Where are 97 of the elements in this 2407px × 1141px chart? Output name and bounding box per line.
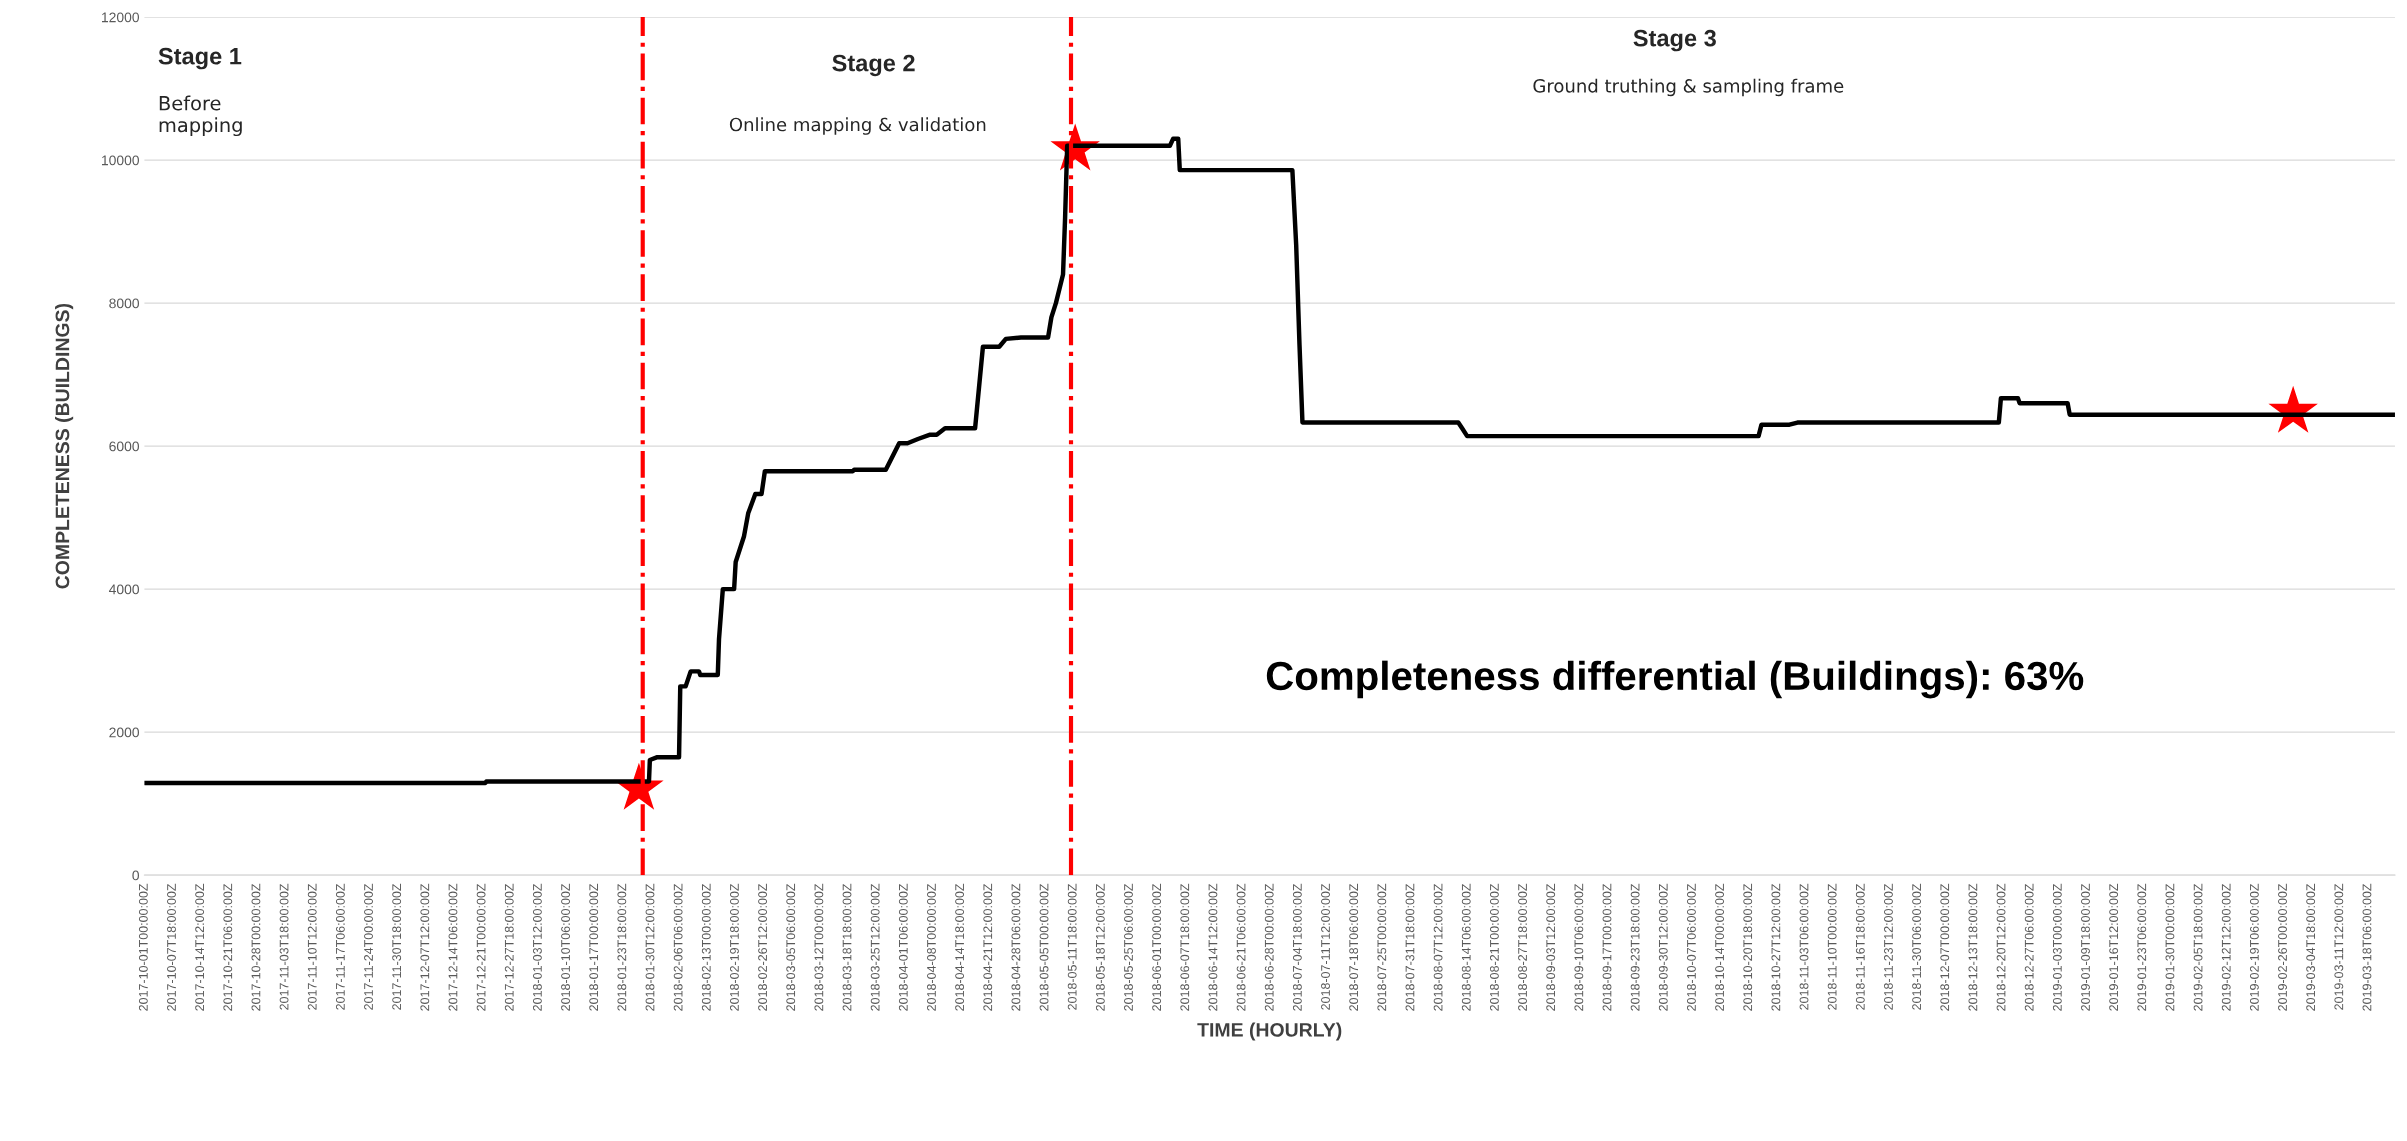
x-tick-label: 2018-05-11T18:00:00Z — [1067, 883, 1077, 1010]
x-tick-label: 2018-03-12T00:00:00Z — [814, 883, 824, 1011]
x-tick-label: 2017-12-21T00:00:00Z — [476, 883, 486, 1011]
x-tick-label: 2019-03-11T12:00:00Z — [2334, 883, 2344, 1010]
x-tick-label: 2018-02-19T18:00:00Z — [730, 883, 739, 1011]
x-tick-label: 2017-11-03T18:00:00Z — [279, 883, 289, 1010]
x-tick-label: 2017-11-17T06:00:00Z — [335, 883, 345, 1010]
x-tick-label: 2018-07-18T06:00:00Z — [1349, 883, 1359, 1011]
x-tick-label: 2018-08-27T18:00:00Z — [1518, 883, 1527, 1011]
x-tick-label: 2019-03-18T06:00:00Z — [2362, 883, 2372, 1011]
annotation: Online mapping & validation — [729, 117, 986, 135]
x-tick-label: 2017-10-14T12:00:00Z — [195, 883, 205, 1011]
x-tick-label: 2017-12-27T18:00:00Z — [504, 883, 514, 1011]
x-tick-label: 2019-02-12T12:00:00Z — [2221, 883, 2231, 1011]
line-series — [144, 136, 2395, 786]
x-tick-label: 2018-06-28T00:00:00Z — [1264, 883, 1274, 1011]
x-tick-label: 2018-07-04T18:00:00Z — [1292, 883, 1302, 1011]
x-tick-label: 2017-11-10T12:00:00Z — [307, 883, 317, 1010]
x-tick-label: 2018-10-07T06:00:00Z — [1687, 883, 1696, 1011]
x-tick-label: 2019-01-03T00:00:00Z — [2052, 883, 2062, 1011]
x-tick-label: 2018-12-27T06:00:00Z — [2024, 883, 2034, 1011]
x-tick-label: 2018-08-14T06:00:00Z — [1461, 883, 1471, 1011]
x-tick-label: 2017-11-30T18:00:00Z — [392, 883, 402, 1010]
x-tick-label: 2018-05-05T00:00:00Z — [1039, 883, 1049, 1011]
x-tick-label: 2019-01-30T00:00:00Z — [2165, 883, 2175, 1011]
x-tick-label: 2018-03-05T06:00:00Z — [786, 883, 796, 1011]
x-tick-label: 2018-12-20T12:00:00Z — [1996, 883, 2006, 1011]
x-tick-label: 2018-03-18T18:00:00Z — [842, 883, 852, 1011]
x-tick-label: 2018-07-31T18:00:00Z — [1405, 883, 1415, 1011]
x-tick-label: 2018-09-30T12:00:00Z — [1658, 883, 1668, 1011]
x-tick-label: 2018-03-25T12:00:00Z — [870, 883, 880, 1011]
x-tick-label: 2018-01-23T18:00:00Z — [617, 883, 627, 1011]
annotation: Stage 3 — [1633, 29, 1716, 52]
x-tick-label: 2019-02-05T18:00:00Z — [2193, 883, 2203, 1011]
x-tick-label: 2018-11-16T18:00:00Z — [1855, 883, 1865, 1010]
x-tick-label: 2018-04-08T00:00:00Z — [927, 883, 936, 1011]
x-tick-label: 2018-02-06T06:00:00Z — [673, 883, 683, 1011]
y-tick-label: 4000 — [108, 584, 140, 595]
y-tick-label: 0 — [132, 870, 140, 881]
y-tick-label: 10000 — [102, 155, 140, 166]
x-axis-title: TIME (HOURLY) — [1197, 1022, 1342, 1041]
x-tick-label: 2018-04-28T06:00:00Z — [1011, 883, 1021, 1011]
x-tick-label: 2018-06-21T06:00:00Z — [1236, 883, 1246, 1011]
x-tick-label: 2018-07-25T00:00:00Z — [1377, 883, 1387, 1011]
x-tick-label: 2017-12-07T12:00:00Z — [420, 883, 430, 1011]
x-tick-label: 2017-12-14T06:00:00Z — [448, 883, 458, 1011]
x-tick-label: 2018-09-03T12:00:00Z — [1546, 883, 1556, 1011]
x-tick-label: 2017-10-01T00:00:00Z — [138, 883, 148, 1011]
annotation: Completeness differential (Buildings): 63% — [1266, 660, 2084, 699]
x-tick-label: 2017-10-07T18:00:00Z — [167, 883, 176, 1011]
x-tick-label: 2018-11-10T00:00:00Z — [1827, 883, 1837, 1010]
x-tick-label: 2019-01-09T18:00:00Z — [2081, 883, 2090, 1011]
annotation: Before mapping — [159, 95, 242, 137]
x-tick-label: 2018-09-17T00:00:00Z — [1602, 883, 1612, 1011]
y-tick-label: 2000 — [109, 727, 140, 738]
x-tick-label: 2019-02-19T06:00:00Z — [2249, 883, 2259, 1011]
x-tick-label: 2018-02-13T00:00:00Z — [701, 883, 711, 1011]
x-tick-label: 2018-07-11T12:00:00Z — [1321, 883, 1330, 1010]
x-tick-label: 2018-04-01T06:00:00Z — [898, 883, 908, 1011]
annotation: Stage 1 — [158, 47, 242, 70]
x-tick-label: 2017-10-28T00:00:00Z — [251, 883, 261, 1011]
x-tick-label: 2017-11-24T00:00:00Z — [364, 883, 373, 1010]
x-tick-label: 2018-10-14T00:00:00Z — [1715, 883, 1725, 1011]
x-tick-label: 2018-01-10T06:00:00Z — [561, 883, 570, 1011]
x-tick-label: 2018-05-18T12:00:00Z — [1095, 883, 1105, 1011]
y-tick-label: 8000 — [109, 298, 140, 309]
x-tick-label: 2018-09-23T18:00:00Z — [1630, 883, 1640, 1011]
x-tick-label: 2018-11-30T06:00:00Z — [1912, 883, 1922, 1010]
x-tick-label: 2018-06-07T18:00:00Z — [1180, 883, 1190, 1011]
x-tick-label: 2019-03-04T18:00:00Z — [2306, 883, 2316, 1011]
x-tick-label: 2018-11-03T06:00:00Z — [1799, 883, 1809, 1010]
x-tick-label: 2019-01-16T12:00:00Z — [2109, 883, 2119, 1011]
x-tick-label: 2019-01-23T06:00:00Z — [2137, 883, 2147, 1011]
annotation: Ground truthing & sampling frame — [1533, 78, 1844, 97]
x-tick-label: 2018-10-27T12:00:00Z — [1771, 883, 1781, 1011]
x-tick-label: 2018-01-03T12:00:00Z — [532, 883, 542, 1011]
x-tick-label: 2018-10-20T18:00:00Z — [1743, 883, 1753, 1011]
x-tick-label: 2018-06-01T00:00:00Z — [1152, 883, 1162, 1011]
y-tick-label: 12000 — [102, 12, 140, 23]
x-tick-label: 2018-12-07T00:00:00Z — [1940, 883, 1950, 1011]
x-tick-label: 2018-12-13T18:00:00Z — [1968, 883, 1978, 1011]
x-tick-label: 2018-06-14T12:00:00Z — [1208, 883, 1218, 1011]
x-tick-label: 2018-05-25T06:00:00Z — [1124, 883, 1133, 1011]
x-tick-label: 2018-09-10T06:00:00Z — [1574, 883, 1584, 1011]
x-tick-label: 2019-02-26T00:00:00Z — [2278, 883, 2287, 1011]
x-tick-label: 2018-08-21T00:00:00Z — [1489, 883, 1499, 1011]
x-tick-label: 2018-08-07T12:00:00Z — [1433, 883, 1443, 1011]
x-tick-label: 2018-01-30T12:00:00Z — [645, 883, 655, 1011]
y-tick-label: 6000 — [109, 441, 140, 452]
x-tick-label: 2018-04-21T12:00:00Z — [983, 883, 993, 1011]
x-tick-label: 2018-04-14T18:00:00Z — [955, 883, 965, 1011]
x-tick-label: 2018-02-26T12:00:00Z — [758, 883, 768, 1011]
x-tick-label: 2017-10-21T06:00:00Z — [223, 883, 233, 1011]
x-tick-label: 2018-11-23T12:00:00Z — [1884, 883, 1893, 1010]
x-tick-label: 2018-01-17T00:00:00Z — [589, 883, 599, 1011]
y-axis-title: COMPLETENESS (BUILDINGS) — [55, 303, 74, 589]
annotation: Stage 2 — [832, 54, 915, 77]
